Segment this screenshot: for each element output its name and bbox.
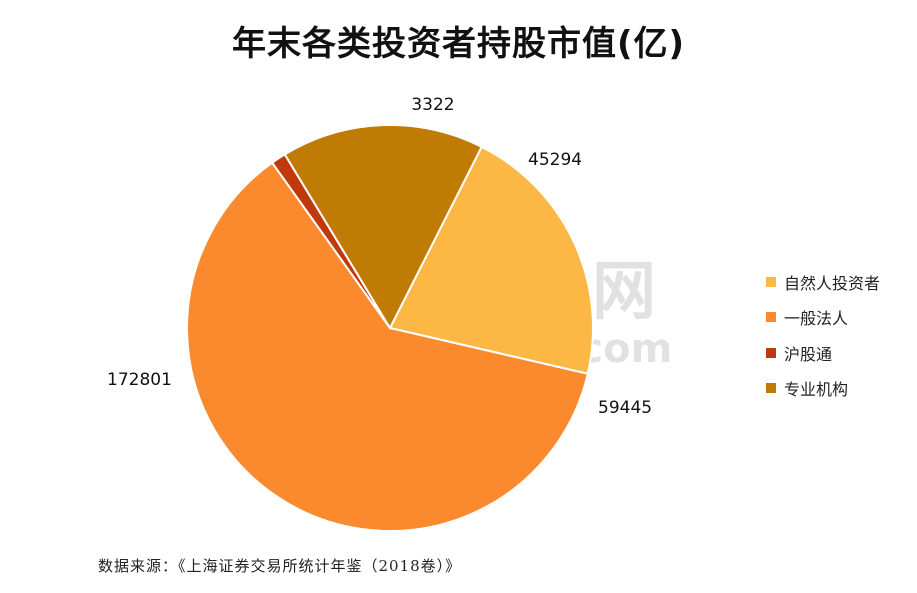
legend-swatch: [766, 383, 776, 394]
data-label-1: 59445: [598, 398, 652, 418]
legend-label: 沪股通: [784, 344, 833, 364]
legend-swatch: [766, 347, 776, 358]
pie-slice-1: [388, 145, 594, 375]
legend-label: 一般法人: [784, 309, 849, 329]
legend-item: 沪股通: [766, 335, 880, 371]
legend-swatch: [766, 312, 776, 323]
legend-item: 专业机构: [766, 371, 880, 407]
pie-labels: 59445 172801 3322 45294: [107, 95, 652, 418]
chart-title: 年末各类投资者持股市值(亿): [231, 24, 686, 64]
legend-item: 一般法人: [766, 300, 880, 336]
legend-item: 自然人投资者: [766, 264, 880, 300]
pie-slice-2: [186, 161, 589, 532]
legend-label: 自然人投资者: [784, 273, 881, 293]
chart-legend: 自然人投资者 一般法人沪股通专业机构: [766, 264, 880, 406]
pie-slice-4: [283, 124, 483, 331]
data-label-4: 45294: [528, 150, 582, 170]
legend-label: 专业机构: [784, 380, 849, 400]
data-label-2: 172801: [107, 370, 172, 390]
pie-slices: [186, 124, 594, 532]
data-source-note: 数据来源：《上海证券交易所统计年鉴（2018卷）》: [98, 557, 462, 575]
legend-swatch: [766, 276, 776, 287]
data-label-3: 3322: [411, 95, 454, 115]
